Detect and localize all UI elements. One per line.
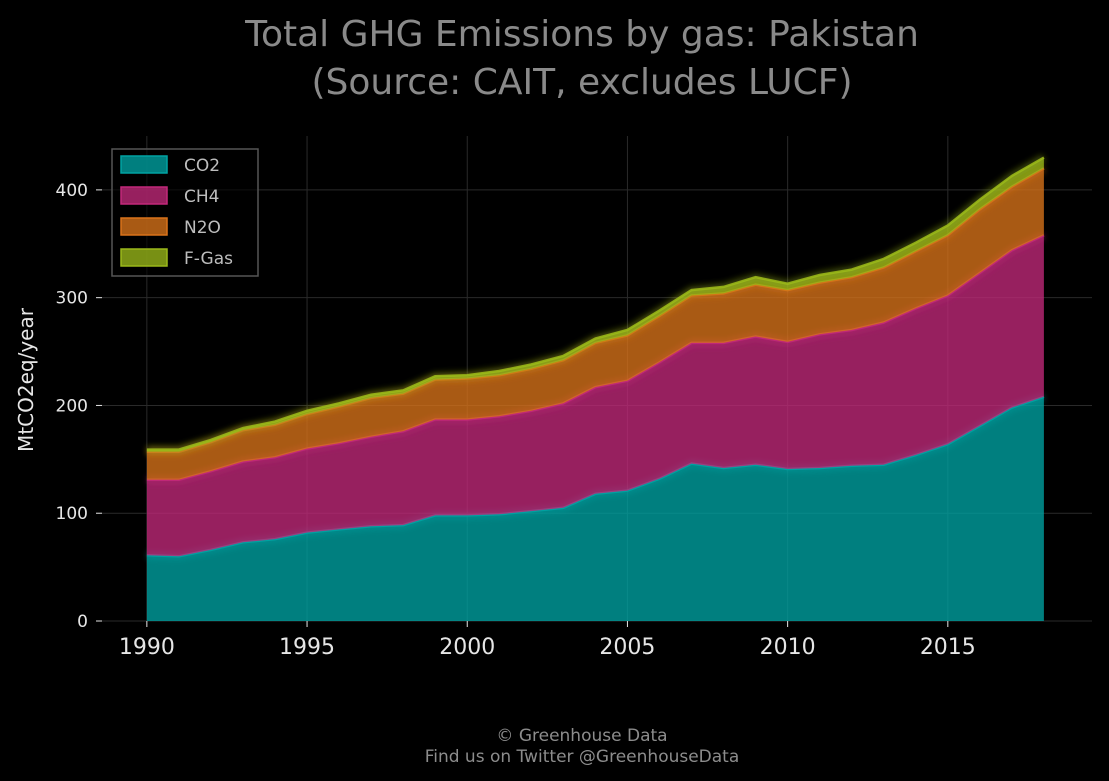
chart-subtitle: (Source: CAIT, excludes LUCF): [311, 62, 852, 103]
axes: 1990 1995 2000 2005 2010 2015 0 100 200 300 400: [56, 181, 976, 660]
x-tick-label: 1990: [119, 635, 175, 660]
x-tick-label: 2000: [439, 635, 495, 660]
legend: CO2 CH4 N2O F-Gas: [111, 148, 259, 277]
footer-twitter: Find us on Twitter @GreenhouseData: [425, 747, 740, 767]
chart-title: Total GHG Emissions by gas: Pakistan: [244, 14, 919, 55]
x-tick-label: 2010: [760, 635, 816, 660]
legend-label: CH4: [184, 187, 219, 207]
area-co2: [146, 396, 1044, 621]
legend-label: F-Gas: [184, 249, 233, 269]
x-tick-label: 2015: [920, 635, 976, 660]
legend-label: CO2: [184, 156, 220, 176]
y-tick-label: 0: [77, 612, 88, 632]
legend-swatch: [120, 155, 168, 174]
line-f-gas: [146, 156, 1045, 451]
y-tick-label: 300: [56, 289, 88, 309]
y-tick-label: 200: [56, 396, 88, 416]
legend-label: N2O: [184, 218, 221, 238]
legend-swatch: [120, 186, 168, 205]
y-tick-label: 400: [56, 181, 88, 201]
footer-copyright: © Greenhouse Data: [496, 726, 667, 746]
y-tick-label: 100: [56, 504, 88, 524]
area-ch4: [146, 235, 1044, 557]
x-tick-label: 2005: [599, 635, 655, 660]
plot-areas: [146, 154, 1046, 621]
x-tick-label: 1995: [279, 635, 335, 660]
legend-swatch: [120, 248, 168, 267]
legend-swatch: [120, 217, 168, 236]
y-axis-label: MtCO2eq/year: [14, 307, 38, 452]
